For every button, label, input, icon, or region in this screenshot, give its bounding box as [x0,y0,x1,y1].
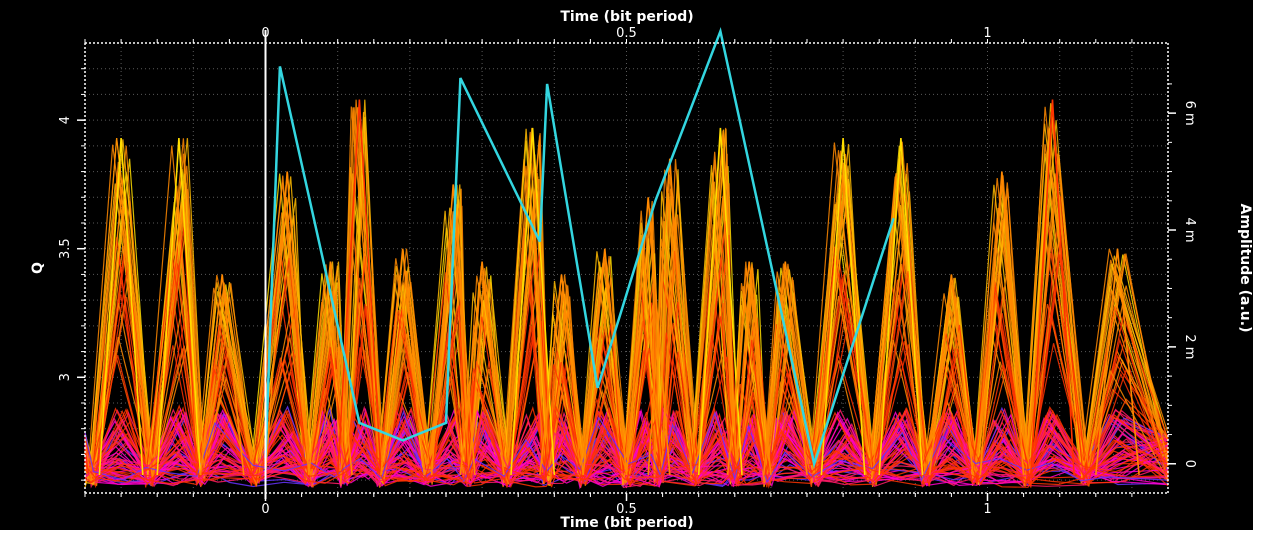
eye-trace [84,409,1169,484]
eye-peak [762,261,808,476]
eye-trace [84,212,1169,488]
eye-trace [84,405,1169,485]
x-tick-label: 0.5 [616,502,637,517]
eye-peak [430,184,476,476]
eye-peak [539,274,584,476]
y-axis-title-right: Amplitude (a.u.) [1237,204,1253,333]
x-top-tick-label: 0 [261,26,269,41]
eye-peak [928,274,974,476]
eye-peak [1030,99,1075,476]
x-axis-title-top: Time (bit period) [560,9,693,25]
y-axis-title-left: Q [30,262,46,274]
eye-peak [510,127,556,476]
axis-labels: Time (bit period) Time (bit period) Q Am… [30,9,1253,531]
eye-peak [1095,248,1140,476]
eye-peak [582,248,628,476]
eye-trace [84,106,1169,487]
eye-peak [697,127,743,476]
eye-trace [84,99,1169,484]
y-right-tick-label: 2 m [1182,334,1197,359]
eye-peak [264,171,310,476]
eye-traces [84,99,1169,490]
y-right-tick-label: 4 m [1182,217,1197,242]
x-top-tick-label: 1 [983,26,991,41]
overlay-series [264,26,895,469]
x-tick-label: 0 [261,502,269,517]
eye-peak [459,261,505,476]
y-right-tick-label: 0 [1182,460,1197,468]
eye-peak [199,274,245,476]
eye-trace [84,241,1169,482]
y-right-tick-label: 6 m [1182,101,1197,126]
eye-trace [84,412,1169,486]
eye-peak [336,99,382,476]
eye-peak [98,138,144,476]
x-top-tick-label: 0.5 [616,26,637,41]
eye-peak [979,171,1025,476]
eye-peak [647,158,693,476]
eye-peak [726,261,772,476]
eye-peak [820,138,866,476]
y-left-tick-label: 3 [58,373,73,381]
x-tick-label: 1 [983,502,991,517]
y-left-tick-label: 4 [58,116,73,124]
overlay-line [264,26,895,469]
y-left-tick-label: 3.5 [58,238,73,259]
eye-peak [380,248,426,476]
axes [77,30,1176,501]
eye-peak [878,138,924,476]
eye-trace [84,412,1169,488]
eye-peak [156,138,202,476]
x-axis-title-bottom: Time (bit period) [560,515,693,530]
eye-peak [625,197,671,476]
eye-peak [308,261,353,476]
